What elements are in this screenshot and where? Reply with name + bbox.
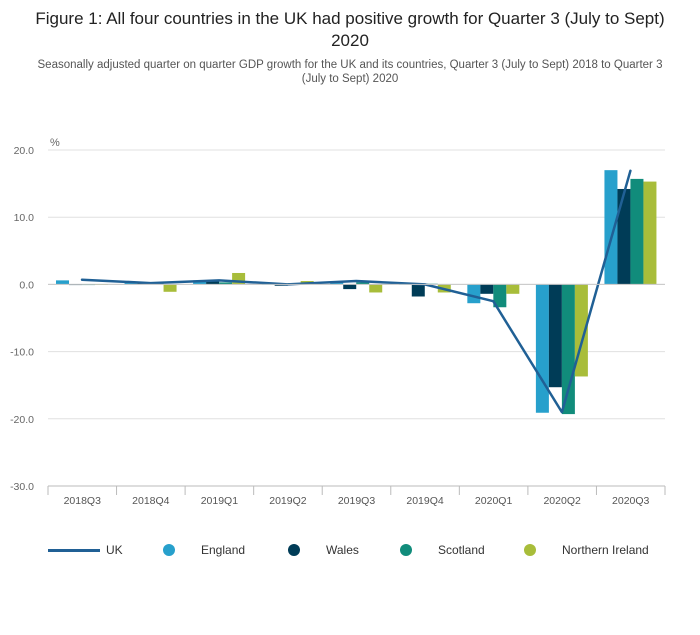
bar-layer xyxy=(56,170,657,415)
bar-northern-ireland xyxy=(643,181,657,285)
x-tick-label: 2018Q3 xyxy=(64,495,102,507)
legend-dot-swatch xyxy=(524,544,536,556)
bar-scotland xyxy=(493,284,507,308)
bar-scotland xyxy=(356,282,370,285)
bar-scotland xyxy=(219,282,233,285)
legend-dot-swatch xyxy=(400,544,412,556)
chart-subtitle: Seasonally adjusted quarter on quarter G… xyxy=(37,59,663,85)
x-tick-label: 2020Q2 xyxy=(543,495,581,507)
legend-item-scotland: Scotland xyxy=(400,540,485,560)
legend-label: England xyxy=(201,543,246,557)
bar-scotland xyxy=(561,284,575,415)
bar-wales xyxy=(343,284,357,290)
bar-northern-ireland xyxy=(163,284,177,292)
y-tick-label: -10.0 xyxy=(10,347,34,359)
legend-item-northern-ireland: Northern Ireland xyxy=(524,540,649,560)
bar-wales xyxy=(548,284,562,388)
y-tick-label: 10.0 xyxy=(14,212,35,224)
bar-scotland xyxy=(630,178,644,285)
bar-england xyxy=(604,170,618,285)
y-tick-label: -30.0 xyxy=(10,481,34,493)
line-layer xyxy=(80,169,632,414)
legend-label: UK xyxy=(106,543,123,557)
chart-legend: UK England Wales Scotland Northern Ireland xyxy=(48,540,668,560)
bar-northern-ireland xyxy=(506,284,520,294)
legend-item-wales: Wales xyxy=(288,540,359,560)
x-tick-label: 2018Q4 xyxy=(132,495,170,507)
bar-wales xyxy=(617,188,631,285)
bar-wales xyxy=(411,284,425,297)
x-tick-label: 2019Q4 xyxy=(406,495,444,507)
bar-wales xyxy=(480,284,494,294)
bar-england xyxy=(535,284,549,413)
bar-northern-ireland xyxy=(232,272,246,285)
legend-line-swatch xyxy=(48,548,100,552)
x-tick-label: 2020Q3 xyxy=(612,495,650,507)
x-tick-label: 2019Q2 xyxy=(269,495,307,507)
legend-label: Northern Ireland xyxy=(562,543,649,557)
legend-item-uk: UK xyxy=(48,540,123,560)
axis-layer: 20.0 10.0 0.0 -10.0 -20.0 -30.0 2018Q3 2018Q4 20… xyxy=(10,145,666,507)
bar-england xyxy=(56,280,69,285)
x-tick-label: 2019Q1 xyxy=(201,495,239,507)
x-tick-label: 2020Q1 xyxy=(475,495,513,507)
legend-item-england: England xyxy=(163,540,245,560)
x-tick-label: 2019Q3 xyxy=(338,495,376,507)
legend-label: Wales xyxy=(326,543,359,557)
y-axis-unit-label: % xyxy=(50,137,60,149)
bar-wales xyxy=(206,281,220,285)
legend-dot-swatch xyxy=(163,544,175,556)
y-tick-label: -20.0 xyxy=(10,414,34,426)
legend-label: Scotland xyxy=(438,543,485,557)
chart-title: Figure 1: All four countries in the UK h… xyxy=(35,9,665,50)
bar-england xyxy=(467,284,481,304)
legend-dot-swatch xyxy=(288,544,300,556)
bar-northern-ireland xyxy=(369,284,383,293)
y-tick-label: 0.0 xyxy=(19,279,34,291)
gdp-growth-chart: 20.0 10.0 0.0 -10.0 -20.0 -30.0 2018Q3 2018Q4 20… xyxy=(10,137,666,507)
y-tick-label: 20.0 xyxy=(14,145,35,157)
uk-series-line xyxy=(80,169,632,414)
